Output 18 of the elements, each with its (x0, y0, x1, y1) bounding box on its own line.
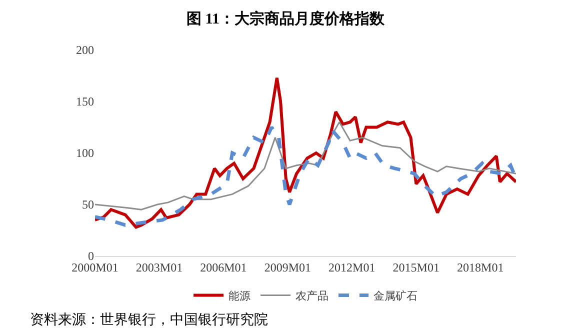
legend-label: 能源 (228, 290, 250, 303)
chart-title: 图 11：大宗商品月度价格指数 (186, 10, 386, 28)
line-series (95, 121, 516, 210)
y-tick-label: 50 (82, 198, 94, 212)
legend-label: 金属矿石 (374, 290, 418, 303)
y-tick-label: 150 (76, 94, 94, 109)
x-tick-label: 2006M01 (200, 260, 247, 274)
line-series (95, 76, 516, 229)
x-tick-label: 2009M01 (264, 260, 312, 274)
x-tick-label: 2003M01 (136, 260, 183, 274)
x-tick-label: 2015M01 (392, 260, 440, 274)
x-tick-label: 2012M01 (328, 260, 376, 274)
line-series (95, 126, 516, 227)
y-tick-label: 100 (76, 146, 94, 160)
text: 资料来源：世界银行，中国银行研究院 (30, 312, 268, 328)
x-tick-label: 2018M01 (457, 260, 504, 274)
y-tick-label: 200 (76, 43, 94, 58)
legend-label: 农产品 (296, 290, 328, 303)
